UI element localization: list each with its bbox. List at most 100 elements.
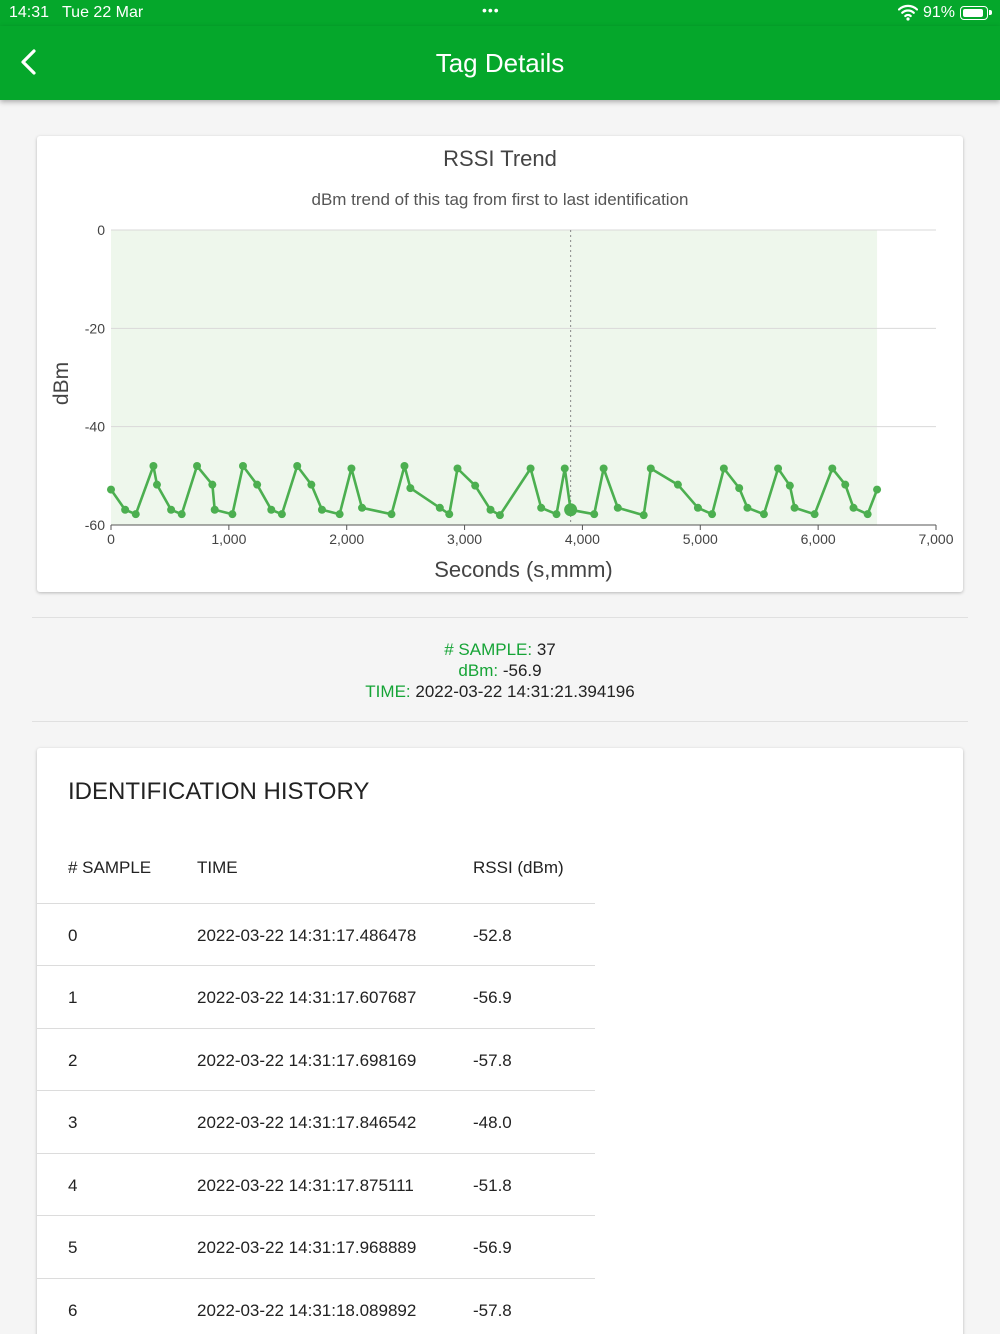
data-point[interactable] [228,510,237,519]
data-point[interactable] [253,480,262,489]
data-point[interactable] [152,480,161,489]
x-tick-label: 6,000 [801,531,836,547]
data-point[interactable] [785,481,794,490]
y-tick-label: -40 [85,419,105,435]
y-tick-label: -60 [85,517,105,533]
y-tick-label: 0 [97,222,105,238]
chevron-left-icon[interactable] [14,46,46,78]
sample-label: # SAMPLE: [444,640,533,659]
status-bar: 14:31 Tue 22 Mar ••• 91% [0,0,1000,26]
data-point[interactable] [400,462,409,470]
table-row[interactable]: 6 2022-03-22 14:31:18.089892 -57.8 [37,1278,595,1334]
data-point[interactable] [552,510,561,519]
data-point[interactable] [841,480,850,489]
chart-subtitle: dBm trend of this tag from first to last… [311,190,689,209]
data-point[interactable] [293,462,302,470]
column-header-sample[interactable]: # SAMPLE [68,858,152,877]
data-point[interactable] [590,510,599,519]
data-point[interactable] [208,480,217,489]
cell-rssi: -48.0 [473,1113,512,1132]
data-point[interactable] [167,505,176,514]
data-point[interactable] [177,510,186,519]
data-point[interactable] [358,503,367,512]
data-point[interactable] [613,503,622,512]
table-row[interactable]: 0 2022-03-22 14:31:17.486478 -52.8 [37,903,595,965]
data-point[interactable] [599,464,608,473]
selected-data-point[interactable] [564,503,578,517]
x-tick-label: 1,000 [211,531,246,547]
divider [32,617,968,618]
rssi-line-chart[interactable]: 0 1,000 2,000 3,000 4,000 5,000 6,000 7,000 0 -20… [37,136,963,592]
table-row[interactable]: 4 2022-03-22 14:31:17.875111 -51.8 [37,1153,595,1215]
table-row[interactable]: 2 2022-03-22 14:31:17.698169 -57.8 [37,1028,595,1090]
page-title: Tag Details [435,48,565,78]
data-point[interactable] [774,464,783,473]
data-point[interactable] [335,510,344,519]
status-time: 14:31 [9,4,50,21]
data-point[interactable] [693,503,702,512]
cell-sample: 5 [68,1238,78,1257]
data-point[interactable] [735,484,744,493]
data-point[interactable] [277,510,286,519]
rssi-chart-card: RSSI Trend dBm trend of this tag from fi… [37,136,963,592]
data-point[interactable] [445,510,454,519]
cell-rssi: -56.9 [473,1238,512,1257]
data-point[interactable] [743,503,752,512]
time-value: 2022-03-22 14:31:21.394196 [415,682,635,701]
data-point[interactable] [486,505,495,514]
data-point[interactable] [537,503,546,512]
data-point[interactable] [193,462,202,470]
data-point[interactable] [708,510,717,519]
battery-percent: 91% [923,4,956,21]
data-point[interactable] [210,505,219,514]
multitasking-dots-icon[interactable]: ••• [482,2,500,18]
table-row[interactable]: 1 2022-03-22 14:31:17.607687 -56.9 [37,965,595,1027]
data-point[interactable] [646,464,655,473]
data-point[interactable] [719,464,728,473]
dbm-label: dBm: [458,661,499,680]
data-point[interactable] [107,485,115,494]
data-point[interactable] [387,510,396,519]
data-point[interactable] [435,503,444,512]
table-row[interactable]: 3 2022-03-22 14:31:17.846542 -48.0 [37,1090,595,1152]
data-point[interactable] [347,464,356,473]
data-point[interactable] [828,464,837,473]
data-point[interactable] [317,505,326,514]
chart-area-band [111,230,878,525]
cell-rssi: -57.8 [473,1301,512,1320]
data-point[interactable] [149,462,158,470]
cell-sample: 1 [68,988,78,1007]
data-point[interactable] [673,480,682,489]
data-point[interactable] [307,480,316,489]
data-point[interactable] [810,510,819,519]
selected-time-line: TIME: 2022-03-22 14:31:21.394196 [0,682,1000,702]
cell-time: 2022-03-22 14:31:17.607687 [197,988,417,1007]
table-row[interactable]: 5 2022-03-22 14:31:17.968889 -56.9 [37,1215,595,1277]
data-point[interactable] [495,511,504,520]
selected-sample-line: # SAMPLE: 37 [0,640,1000,660]
data-point[interactable] [267,505,276,514]
data-point[interactable] [471,481,480,490]
data-point[interactable] [526,464,535,473]
column-header-rssi[interactable]: RSSI (dBm) [473,858,564,877]
data-point[interactable] [406,484,415,493]
data-point[interactable] [239,462,247,470]
cell-rssi: -57.8 [473,1051,512,1070]
data-point[interactable] [131,510,140,519]
data-point[interactable] [790,503,799,512]
data-point[interactable] [121,505,130,514]
data-point[interactable] [560,464,569,473]
x-tick-label: 3,000 [447,531,482,547]
x-tick-label: 2,000 [329,531,364,547]
column-header-time[interactable]: TIME [197,858,238,877]
data-point[interactable] [453,464,462,473]
x-tick-label: 7,000 [918,531,953,547]
data-point[interactable] [849,503,858,512]
divider [32,721,968,722]
data-point[interactable] [759,510,768,519]
cell-sample: 6 [68,1301,78,1320]
data-point[interactable] [863,510,872,519]
data-point[interactable] [873,485,882,494]
history-title: IDENTIFICATION HISTORY [68,778,370,805]
data-point[interactable] [639,511,648,520]
